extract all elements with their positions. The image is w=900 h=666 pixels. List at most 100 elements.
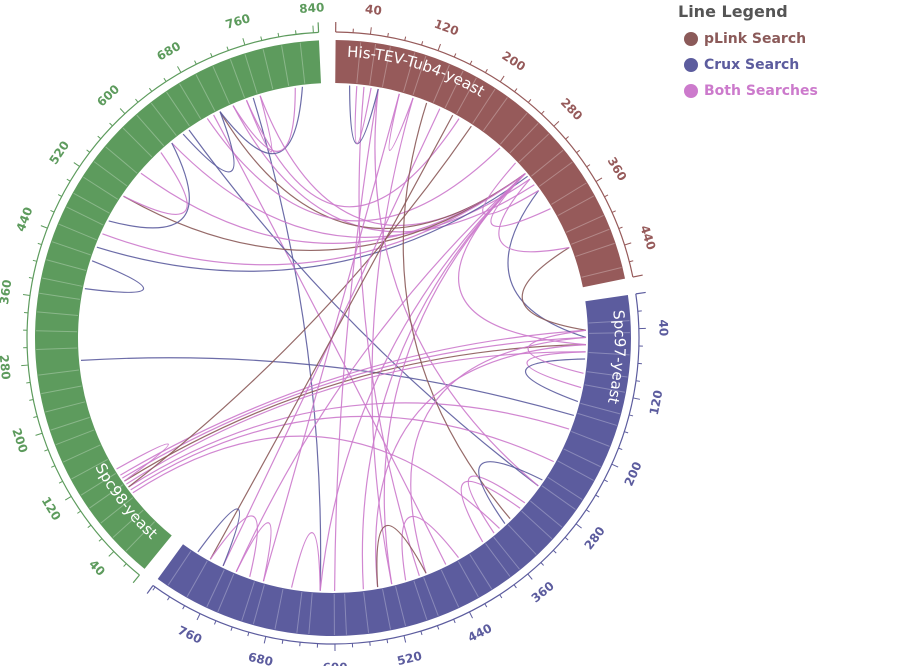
axis-minor-tick <box>281 639 284 644</box>
crosslink-both-searches[interactable] <box>371 97 414 585</box>
crosslink-plink-search[interactable] <box>219 111 526 229</box>
crosslink-crux-search[interactable] <box>188 129 539 487</box>
residue-stripe <box>521 510 553 540</box>
crosslink-both-searches[interactable] <box>171 142 531 238</box>
residue-stripe <box>541 485 576 510</box>
axis-major-tick <box>73 162 80 167</box>
crosslink-both-searches[interactable] <box>410 336 587 574</box>
crosslink-both-searches[interactable] <box>467 475 526 534</box>
crosslink-crux-search[interactable] <box>478 461 543 524</box>
tick-label: 520 <box>396 649 424 666</box>
tick-label: 600 <box>323 660 348 666</box>
crosslink-both-searches[interactable] <box>290 532 321 591</box>
crosslink-crux-search[interactable] <box>84 260 145 293</box>
crosslink-both-searches[interactable] <box>319 173 526 591</box>
tick-label: 120 <box>39 494 64 523</box>
crosslink-both-searches[interactable] <box>375 344 586 588</box>
crosslink-both-searches[interactable] <box>401 515 459 581</box>
crosslink-both-searches[interactable] <box>354 86 372 144</box>
crosslink-crux-search[interactable] <box>525 358 586 403</box>
residue-stripe <box>586 371 628 378</box>
crosslink-both-searches[interactable] <box>526 351 586 389</box>
residue-stripe <box>530 500 563 528</box>
crosslink-plink-search[interactable] <box>124 344 586 482</box>
crosslink-both-searches[interactable] <box>130 415 554 491</box>
crosslink-both-searches[interactable] <box>361 173 526 590</box>
axis-major-tick <box>468 611 474 619</box>
axis-minor-tick <box>453 619 456 624</box>
axis-minor-tick <box>585 509 590 513</box>
crosslink-both-searches[interactable] <box>388 93 414 151</box>
axis-major-tick <box>369 27 372 35</box>
crosslink-crux-search[interactable] <box>108 142 190 229</box>
residue-stripe <box>51 241 91 256</box>
axis-minor-tick <box>564 537 569 541</box>
tick-label: 360 <box>0 279 14 306</box>
crosslink-plink-search[interactable] <box>376 525 427 588</box>
crosslink-both-searches[interactable] <box>235 522 272 582</box>
crosslink-both-searches[interactable] <box>498 178 570 253</box>
axis-minor-tick <box>182 605 186 610</box>
crosslink-both-searches[interactable] <box>334 88 379 591</box>
crosslink-crux-search[interactable] <box>96 175 528 272</box>
axis-minor-tick <box>123 563 127 567</box>
crosslink-both-searches[interactable] <box>457 173 586 346</box>
crosslink-crux-search[interactable] <box>507 190 587 339</box>
legend-item-label: Both Searches <box>704 83 818 99</box>
crosslink-both-searches[interactable] <box>460 480 521 543</box>
residue-stripe <box>93 161 128 187</box>
tick-label: 200 <box>9 426 30 454</box>
crosslink-both-searches[interactable] <box>102 173 526 266</box>
residue-stripe <box>296 592 303 633</box>
crosslink-plink-search[interactable] <box>402 102 511 520</box>
crosslink-both-searches[interactable] <box>482 162 539 215</box>
axis-end-tick <box>146 585 154 594</box>
crosslink-crux-search[interactable] <box>197 508 241 567</box>
crosslink-both-searches[interactable] <box>490 173 551 228</box>
axis-minor-tick <box>77 510 81 514</box>
crosslink-plink-search[interactable] <box>209 114 454 560</box>
crosslink-crux-search[interactable] <box>219 86 304 155</box>
crosslink-crux-search[interactable] <box>80 357 575 417</box>
crosslink-both-searches[interactable] <box>232 87 296 152</box>
axis-minor-tick <box>624 431 629 434</box>
crosslink-both-searches[interactable] <box>245 100 460 208</box>
crosslink-both-searches[interactable] <box>206 118 501 222</box>
residue-stripe <box>432 64 450 103</box>
crosslink-both-searches[interactable] <box>245 95 273 153</box>
residue-stripe <box>58 223 97 241</box>
axis-minor-tick <box>163 77 167 82</box>
axis-minor-tick <box>553 549 557 554</box>
crosslink-both-searches[interactable] <box>128 402 570 488</box>
crosslink-both-searches[interactable] <box>132 435 500 529</box>
residue-stripe <box>41 385 82 395</box>
tick-label: 280 <box>582 524 608 552</box>
crosslink-both-searches[interactable] <box>358 86 420 577</box>
crosslink-both-searches[interactable] <box>374 89 539 487</box>
crosslink-both-searches[interactable] <box>116 443 169 482</box>
axis-arc-his-tev-tub4-yeast <box>335 31 634 278</box>
axis-major-tick <box>35 432 43 436</box>
axis-minor-tick <box>135 98 139 103</box>
axis-major-tick <box>108 551 115 557</box>
residue-stripe <box>538 161 573 187</box>
crosslink-both-searches[interactable] <box>209 515 258 578</box>
residue-stripe <box>195 74 216 112</box>
crosslink-plink-search[interactable] <box>123 173 526 252</box>
protein-segment-his-tev-tub4-yeast <box>335 40 626 288</box>
crosslink-both-searches[interactable] <box>527 329 586 374</box>
tick-label: 840 <box>299 0 325 16</box>
axis-minor-tick <box>50 209 55 213</box>
residue-stripe <box>344 593 347 635</box>
axis-major-tick <box>611 463 619 468</box>
crosslink-both-searches[interactable] <box>120 329 586 476</box>
axis-minor-tick <box>603 479 608 483</box>
tick-label: 360 <box>605 155 630 184</box>
crosslink-both-searches[interactable] <box>235 173 526 573</box>
crosslink-both-searches[interactable] <box>123 152 188 215</box>
crosslink-plink-search[interactable] <box>128 125 472 488</box>
axis-minor-tick <box>213 620 217 625</box>
residue-stripe <box>547 476 583 500</box>
crosslink-crux-search[interactable] <box>182 111 235 173</box>
crosslink-plink-search[interactable] <box>521 247 586 331</box>
